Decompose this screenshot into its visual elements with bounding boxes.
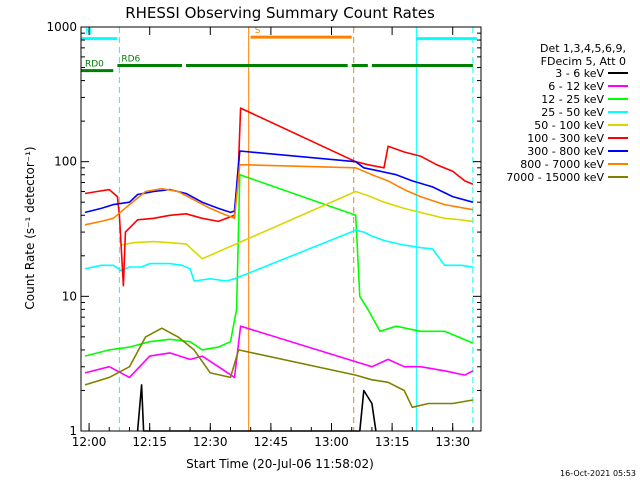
series-line-7 <box>84 163 474 226</box>
legend-item-label-7: 800 - 7000 keV <box>520 158 604 171</box>
series-line-5 <box>84 107 474 287</box>
legend-item-label-1: 6 - 12 keV <box>548 80 604 93</box>
flag-rd0-label: RD0 <box>85 60 104 70</box>
footer-timestamp: 16-Oct-2021 05:53 <box>560 469 636 478</box>
series-line-3 <box>84 229 474 282</box>
x-tick-label: 13:15 <box>375 435 410 449</box>
x-tick-label: 12:15 <box>132 435 167 449</box>
y-tick-label: 1 <box>69 424 77 438</box>
series-line-6 <box>84 150 474 214</box>
chart-title: RHESSI Observing Summary Count Rates <box>125 4 435 22</box>
legend: Det 1,3,4,5,6,9,FDecim 5, Att 03 - 6 keV… <box>506 42 628 184</box>
x-tick-label: 13:30 <box>435 435 470 449</box>
plot-layer: N RD0 RD6 S 1 10 100 1000 12:00 12:15 12:30 12:45 13… <box>46 20 482 449</box>
flag-rd6-label: RD6 <box>121 55 140 65</box>
series-line-8 <box>84 327 474 409</box>
series-line-0 <box>136 384 377 432</box>
legend-item-label-0: 3 - 6 keV <box>555 67 604 80</box>
legend-item-label-8: 7000 - 15000 keV <box>506 171 604 184</box>
x-tick-label: 12:00 <box>72 435 107 449</box>
x-tick-label: 12:45 <box>254 435 289 449</box>
legend-item-label-2: 12 - 25 keV <box>541 93 604 106</box>
x-tick-label: 12:30 <box>193 435 228 449</box>
x-axis-label: Start Time (20-Jul-06 11:58:02) <box>186 457 374 471</box>
y-tick-label: 1000 <box>46 20 77 34</box>
legend-item-label-6: 300 - 800 keV <box>527 145 604 158</box>
flag-s-label: S <box>255 26 261 36</box>
plot-frame <box>80 26 482 432</box>
y-tick-label: 10 <box>62 289 77 303</box>
y-axis-label: Count Rate (s⁻¹ detector⁻¹) <box>23 146 37 309</box>
x-tick-label: 13:00 <box>314 435 349 449</box>
series-line-4 <box>121 190 474 260</box>
legend-item-label-4: 50 - 100 keV <box>534 119 604 132</box>
flag-n-label: N <box>85 28 92 38</box>
legend-item-label-5: 100 - 300 keV <box>527 132 604 145</box>
legend-header: Det 1,3,4,5,6,9, <box>540 42 626 55</box>
series-line-1 <box>84 325 474 379</box>
series-line-2 <box>84 173 474 357</box>
y-tick-label: 100 <box>54 155 77 169</box>
legend-header: FDecim 5, Att 0 <box>541 55 626 68</box>
legend-item-label-3: 25 - 50 keV <box>541 106 604 119</box>
